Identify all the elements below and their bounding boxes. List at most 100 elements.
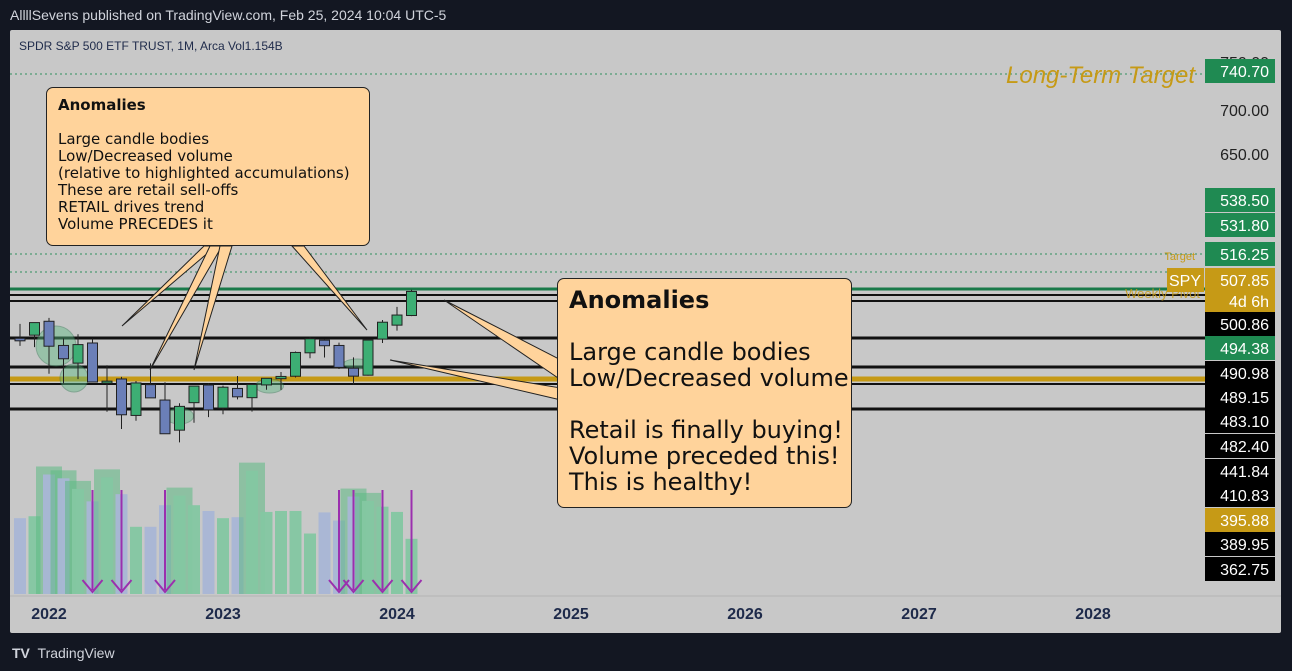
volume-bar[interactable] [246, 470, 258, 594]
note-right-line [569, 391, 851, 417]
candle-body[interactable] [43, 320, 55, 347]
candle-body[interactable] [406, 290, 417, 317]
x-axis-tick-label: 2024 [379, 606, 415, 623]
note-left-line: Large candle bodies [58, 130, 210, 148]
note-right-line: Retail is finally buying! [569, 416, 843, 444]
candle-body[interactable] [101, 380, 113, 384]
price-tag[interactable] [1205, 508, 1275, 532]
volume-bar[interactable] [188, 505, 200, 594]
price-tag[interactable] [1205, 312, 1275, 336]
price-tag[interactable] [1205, 532, 1275, 556]
candle-body[interactable] [232, 387, 243, 398]
note-left-line: Low/Decreased volume [58, 147, 233, 165]
candle-body[interactable] [348, 367, 359, 377]
volume-bar[interactable] [217, 518, 229, 594]
price-tag-label: 516.25 [1220, 247, 1269, 264]
anomalies-note-left[interactable]: Anomalies Large candle bodies Low/Decrea… [46, 87, 370, 246]
note-left-line: (relative to highlighted accumulations) [58, 164, 350, 182]
price-tag[interactable] [1205, 289, 1275, 313]
volume-bar[interactable] [72, 488, 84, 594]
candle-body[interactable] [333, 344, 345, 368]
long-term-target-label: Long-Term Target [1006, 62, 1196, 89]
volume-bar[interactable] [130, 526, 142, 594]
candle-body[interactable] [116, 378, 127, 416]
volume-bar[interactable] [101, 477, 113, 594]
price-tag[interactable] [1205, 385, 1275, 409]
candle-body[interactable] [188, 385, 200, 404]
candle-body[interactable] [145, 384, 156, 399]
x-axis-tick-label: 2022 [31, 606, 67, 623]
x-axis-tick-label: 2027 [901, 606, 937, 623]
note-left-line: These are retail sell-offs [58, 181, 239, 199]
price-tag[interactable] [1205, 434, 1275, 458]
note-left-pointer [121, 245, 218, 327]
candle-body[interactable] [29, 322, 40, 336]
note-left-pointer [290, 245, 368, 331]
candle-body[interactable] [261, 377, 272, 386]
price-tag[interactable] [1205, 557, 1275, 581]
price-tag[interactable] [1205, 409, 1275, 433]
price-tag-label: 490.98 [1220, 366, 1269, 383]
note-left-pointer [193, 245, 233, 371]
price-tag[interactable] [1205, 268, 1275, 292]
accumulation-circle [59, 363, 89, 393]
chart-panel[interactable]: 750.00700.00650.00600.00740.70538.50531.… [10, 30, 1281, 633]
price-tag[interactable] [1205, 59, 1275, 83]
symbol-tag[interactable] [1167, 268, 1204, 292]
volume-bar[interactable] [173, 495, 186, 594]
candle-body[interactable] [246, 383, 258, 399]
candle-body[interactable] [87, 342, 98, 383]
price-tag[interactable] [1205, 336, 1275, 360]
candle-body[interactable] [377, 321, 388, 340]
symbol-legend[interactable]: SPDR S&P 500 ETF TRUST, 1M, Arca Vol1.15… [19, 39, 283, 53]
volume-bar[interactable] [14, 518, 26, 594]
price-tag[interactable] [1205, 213, 1275, 237]
candle-body[interactable] [203, 384, 214, 411]
volume-bar[interactable] [304, 533, 316, 594]
price-tag-label: 489.15 [1220, 390, 1269, 407]
candle-body[interactable] [362, 339, 374, 376]
candlestick-chart[interactable]: 750.00700.00650.00600.00740.70538.50531.… [10, 30, 1281, 633]
volume-bar[interactable] [202, 510, 215, 594]
footer-brand[interactable]: TV TradingView [12, 645, 115, 661]
volume-arrow-head [400, 579, 423, 594]
candle-body[interactable] [72, 344, 84, 364]
price-tag-label: 507.85 [1220, 273, 1269, 290]
note-right-line: Large candle bodies [569, 338, 811, 366]
price-tag-label: 500.86 [1220, 317, 1269, 334]
price-tag[interactable] [1205, 483, 1275, 507]
price-tag[interactable] [1205, 361, 1275, 385]
candle-body[interactable] [217, 386, 229, 409]
volume-bar[interactable] [391, 511, 403, 594]
volume-arrow-head [110, 579, 133, 594]
volume-arrow-head [154, 579, 176, 594]
volume-bar[interactable] [362, 500, 374, 594]
note-left-line: Volume PRECEDES it [58, 215, 213, 233]
price-tag-label: 362.75 [1220, 562, 1269, 579]
tradingview-logo-icon: TV [12, 645, 30, 661]
target-label: Target [1164, 251, 1195, 263]
price-tag-label: 494.38 [1220, 341, 1269, 358]
candle-body[interactable] [304, 338, 316, 354]
anomalies-note-right[interactable]: Anomalies Large candle bodies Low/Decrea… [557, 278, 852, 508]
candle-body[interactable] [391, 314, 403, 326]
price-tag[interactable] [1205, 188, 1275, 212]
candle-body[interactable] [275, 375, 287, 380]
price-tag[interactable] [1205, 459, 1275, 483]
candle-body[interactable] [290, 351, 301, 377]
candle-body[interactable] [174, 405, 185, 431]
volume-bar[interactable] [275, 510, 287, 594]
volume-bar[interactable] [289, 510, 302, 594]
volume-bar[interactable] [144, 526, 157, 594]
note-left-title: Anomalies [58, 96, 146, 114]
candle-body[interactable] [319, 339, 330, 347]
candle-body[interactable] [159, 399, 171, 435]
volume-bar[interactable] [318, 512, 331, 594]
footer-brand-name: TradingView [37, 645, 115, 661]
candle-body[interactable] [14, 337, 26, 342]
volume-bar[interactable] [260, 511, 273, 594]
price-tag[interactable] [1205, 242, 1275, 266]
candle-body[interactable] [58, 344, 69, 360]
y-axis-tick-label: 700.00 [1220, 103, 1269, 120]
candle-body[interactable] [130, 382, 142, 416]
